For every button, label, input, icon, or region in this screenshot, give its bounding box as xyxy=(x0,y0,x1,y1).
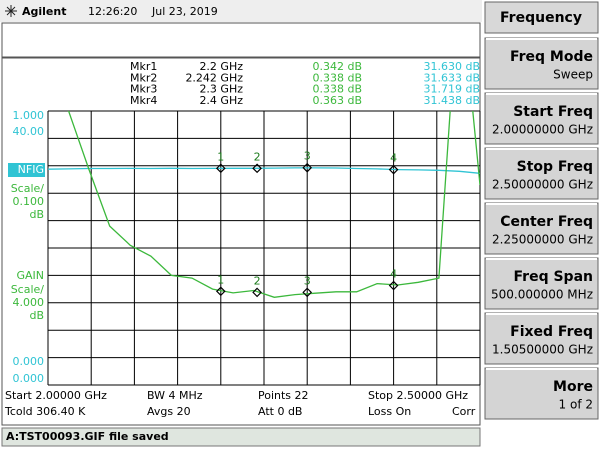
softkey-value: 500.000000 MHz xyxy=(491,288,593,302)
active-trace-box xyxy=(8,163,45,177)
softkey-button[interactable] xyxy=(484,312,599,365)
softkey-button[interactable] xyxy=(484,257,599,310)
softkey-value: 2.25000000 GHz xyxy=(492,233,593,247)
softkey[interactable]: Freq Span 500.000000 MHz xyxy=(484,257,599,310)
sweep-info: Points 22 xyxy=(258,389,309,402)
softkey[interactable]: Start Freq 2.00000000 GHz xyxy=(484,92,599,145)
marker-nf: 0.363 dB xyxy=(312,94,362,107)
marker-gain: 31.633 dB xyxy=(423,71,480,84)
softkey-value: 1 of 2 xyxy=(559,398,593,412)
marker-gain: 31.438 dB xyxy=(423,94,480,107)
softkey-label: Fixed Freq xyxy=(510,324,593,340)
gain-top-label: 40.00 xyxy=(13,125,45,138)
display-panel xyxy=(1,57,481,426)
softkey-button[interactable] xyxy=(484,202,599,255)
marker-number: 2 xyxy=(254,150,261,163)
gain-unit: dB xyxy=(29,309,44,322)
marker-number: 4 xyxy=(390,152,397,165)
marker-diamond xyxy=(252,287,262,298)
marker-diamond xyxy=(388,280,399,291)
softkey-value: Sweep xyxy=(553,68,593,82)
softkey-value: 1.50500000 GHz xyxy=(492,343,593,357)
gain-trace xyxy=(48,167,480,174)
nf-bottom-label: 0.000 xyxy=(13,355,45,368)
marker-freq: 2.3 GHz xyxy=(199,83,243,96)
sweep-info: BW 4 MHz xyxy=(147,389,203,402)
marker-freq: 2.4 GHz xyxy=(199,94,243,107)
sweep-info: Tcold 306.40 K xyxy=(4,405,86,418)
softkey[interactable]: More 1 of 2 xyxy=(484,367,599,420)
softkey-label: Stop Freq xyxy=(517,159,593,175)
softkey-label: More xyxy=(553,379,593,395)
marker-number: 4 xyxy=(390,268,397,281)
marker-label: Mkr1 xyxy=(130,60,157,73)
status-bar xyxy=(1,427,481,447)
softkey-title-box xyxy=(484,1,599,34)
softkey-value: 2.50000000 GHz xyxy=(492,178,593,192)
status-message: A:TST00093.GIF file saved xyxy=(6,430,169,443)
logo xyxy=(5,5,17,17)
marker-label: Mkr4 xyxy=(130,94,157,107)
gain-name: GAIN xyxy=(16,269,44,282)
nf-scale-label: Scale/ xyxy=(11,182,45,195)
marker-label: Mkr3 xyxy=(130,83,157,96)
softkey-label: Start Freq xyxy=(513,104,593,120)
softkey-button[interactable] xyxy=(484,37,599,90)
marker-diamond xyxy=(252,163,262,174)
entry-area xyxy=(1,22,481,58)
softkey-label: Center Freq xyxy=(500,214,593,230)
nf-name: NFIG xyxy=(18,163,44,176)
marker-nf: 0.338 dB xyxy=(312,71,362,84)
gain-per-div: 4.000 xyxy=(13,296,45,309)
marker-diamond xyxy=(215,163,226,174)
softkey[interactable]: Stop Freq 2.50000000 GHz xyxy=(484,147,599,200)
marker-diamond xyxy=(215,286,226,297)
marker-diamond xyxy=(302,287,313,298)
sweep-info: Loss On xyxy=(368,405,411,418)
marker-nf: 0.342 dB xyxy=(312,60,362,73)
nf-top-label: 1.000 xyxy=(13,109,45,122)
softkey-button[interactable] xyxy=(484,92,599,145)
marker-number: 1 xyxy=(217,273,224,286)
softkey-value: 2.00000000 GHz xyxy=(492,123,593,137)
softkey-label: Freq Span xyxy=(514,269,593,285)
sweep-info: Att 0 dB xyxy=(258,405,302,418)
marker-freq: 2.242 GHz xyxy=(185,71,243,84)
brand: Agilent xyxy=(22,5,66,18)
gain-scale-label: Scale/ xyxy=(11,283,45,296)
marker-gain: 31.630 dB xyxy=(423,60,480,73)
date: Jul 23, 2019 xyxy=(151,5,218,18)
marker-label: Mkr2 xyxy=(130,71,157,84)
marker-number: 3 xyxy=(304,150,311,163)
sweep-info: Corr xyxy=(452,405,476,418)
softkey[interactable]: Center Freq 2.25000000 GHz xyxy=(484,202,599,255)
softkey-title: Frequency xyxy=(500,10,582,26)
time: 12:26:20 xyxy=(88,5,137,18)
marker-freq: 2.2 GHz xyxy=(199,60,243,73)
sweep-info: Avgs 20 xyxy=(147,405,191,418)
softkey[interactable]: Fixed Freq 1.50500000 GHz xyxy=(484,312,599,365)
sweep-info: Stop 2.50000 GHz xyxy=(368,389,468,402)
marker-gain: 31.719 dB xyxy=(423,83,480,96)
marker-number: 2 xyxy=(254,274,261,287)
gain-bottom-label: 0.000 xyxy=(13,372,45,385)
marker-nf: 0.338 dB xyxy=(312,83,362,96)
nf-trace xyxy=(67,111,480,298)
softkey-button[interactable] xyxy=(484,367,599,420)
top-bar xyxy=(0,0,482,22)
sweep-info: Start 2.00000 GHz xyxy=(5,389,107,402)
marker-number: 3 xyxy=(304,274,311,287)
marker-number: 1 xyxy=(217,150,224,163)
nf-unit: dB xyxy=(29,208,44,221)
nf-per-div: 0.100 xyxy=(13,195,45,208)
marker-diamond xyxy=(388,164,399,175)
softkey-label: Freq Mode xyxy=(510,49,593,65)
softkey-button[interactable] xyxy=(484,147,599,200)
softkey[interactable]: Freq Mode Sweep xyxy=(484,37,599,90)
marker-diamond xyxy=(302,162,313,173)
